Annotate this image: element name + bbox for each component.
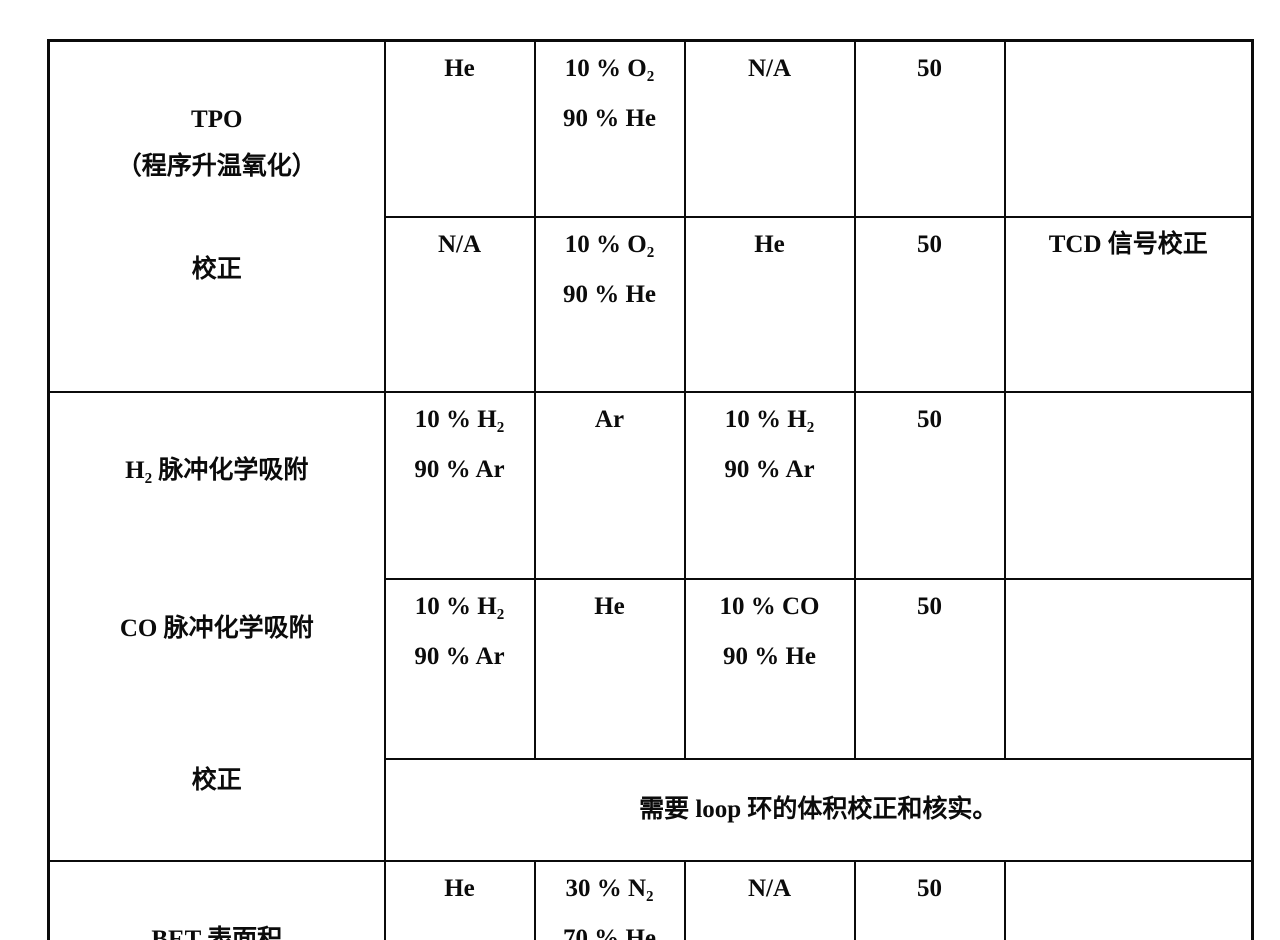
table-row: N/A 10 % O₂ 90 % He He 50 TCD 信号校正 [49, 215, 1254, 394]
cell-gas-a: He [383, 39, 536, 218]
method-cell-chemisorption: H₂ 脉冲化学吸附 CO 脉冲化学吸附 校正 [47, 391, 386, 862]
cell-gas-c: N/A [683, 39, 856, 218]
cell-flow: 50 [853, 577, 1006, 760]
cell-note [1003, 391, 1254, 580]
table-row: H₂ 脉冲化学吸附 CO 脉冲化学吸附 校正 10 % H₂ 90 % Ar A… [47, 391, 1254, 862]
method-title: BET 表面积 [151, 926, 283, 940]
method-cell-tpo: TPO （程序升温氧化） 校正 [47, 39, 386, 393]
table-row: 10 % H₂ 90 % Ar He 10 % CO 90 % He 50 [49, 577, 1254, 760]
cell-flow: 50 [853, 215, 1006, 394]
table-row: 需要 loop 环的体积校正和核实。 [49, 757, 1254, 863]
cell-gas-c: 10 % H₂ 90 % Ar [683, 391, 856, 580]
cell-note [1003, 39, 1254, 218]
method-cell-bet: BET 表面积 校正 [47, 860, 386, 940]
cell-gas-a: N/A [383, 215, 536, 394]
cell-gas-a: 10 % H₂ 90 % Ar [383, 391, 536, 580]
method-title: TPO （程序升温氧化） [116, 106, 317, 180]
cell-flow: 50 [853, 391, 1006, 580]
cell-gas-b: 10 % O₂ 90 % He [533, 215, 686, 394]
method-title-co: CO 脉冲化学吸附 [119, 615, 314, 642]
cell-gas-c: 10 % CO 90 % He [683, 577, 856, 760]
cell-gas-a: 10 % H₂ 90 % Ar [383, 577, 536, 760]
cell-gas-c: N/A [683, 859, 856, 940]
cell-gas-b: Ar [533, 391, 686, 580]
cell-note [1003, 577, 1254, 760]
table-row: BET 表面积 校正 He 30 % N₂ 70 % He N/A 50 [47, 859, 1254, 940]
cell-gas-b: 10 % O₂ 90 % He [533, 39, 686, 218]
table-row: TPO （程序升温氧化） 校正 He 10 % O₂ 90 % He N/A 5… [47, 39, 1254, 393]
method-title-h2: H₂ 脉冲化学吸附 [125, 457, 309, 484]
cell-gas-a: He [383, 859, 536, 940]
calibration-label: 校正 [191, 767, 242, 794]
cell-note [1003, 859, 1254, 940]
analysis-methods-table: TPO （程序升温氧化） 校正 He 10 % O₂ 90 % He N/A 5… [47, 39, 1254, 940]
cell-merged-loop-note: 需要 loop 环的体积校正和核实。 [383, 757, 1254, 863]
cell-flow: 50 [853, 859, 1006, 940]
cell-gas-c: He [683, 215, 856, 394]
cell-gas-b: He [533, 577, 686, 760]
cell-gas-b: 30 % N₂ 70 % He [533, 859, 686, 940]
cell-flow: 50 [853, 39, 1006, 218]
cell-note-tcd: TCD 信号校正 [1003, 215, 1254, 394]
calibration-label: 校正 [191, 256, 242, 283]
